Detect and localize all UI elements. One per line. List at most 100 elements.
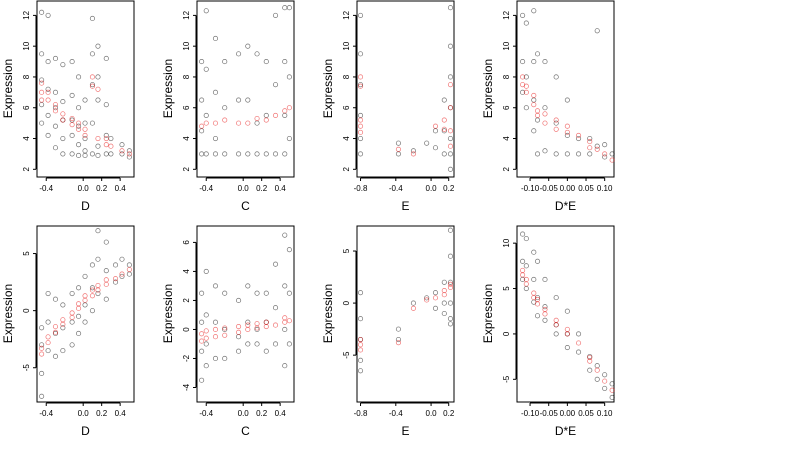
y-tick-label: 12 — [22, 10, 31, 19]
point-black-0-45 — [103, 55, 109, 62]
point-black-0-32 — [282, 363, 288, 369]
x-tick-label: -0.05 — [540, 409, 559, 418]
point-red-1-8 — [441, 117, 447, 123]
point-red-1-5 — [395, 146, 401, 152]
point-black-0-19 — [447, 135, 454, 142]
point-black-0-4 — [45, 290, 51, 297]
y-tick-label: 4 — [182, 269, 191, 274]
x-tick-label: 0.2 — [256, 184, 268, 193]
y-tick-label: 4 — [182, 136, 191, 141]
point-black-0-5 — [395, 326, 401, 332]
point-black-0-6 — [395, 336, 401, 343]
point-black-0-27 — [76, 123, 82, 129]
x-axis-label: D*E — [555, 424, 576, 438]
point-black-0-48 — [103, 151, 109, 157]
point-black-0-41 — [95, 74, 101, 80]
point-black-0-37 — [89, 82, 95, 88]
point-black-0-14 — [52, 145, 59, 151]
point-red-1-3 — [45, 334, 51, 340]
point-black-0-10 — [52, 55, 59, 62]
x-tick-label: -0.8 — [354, 184, 368, 193]
point-black-0-9 — [531, 128, 537, 134]
point-red-1-0 — [520, 74, 526, 80]
x-axis-label: E — [401, 199, 409, 213]
point-black-0-33 — [282, 151, 288, 157]
point-black-0-12 — [222, 59, 228, 65]
point-black-0-19 — [564, 97, 570, 103]
point-black-0-20 — [564, 132, 570, 138]
y-tick-label: -4 — [182, 383, 191, 391]
point-black-0-24 — [587, 135, 593, 142]
point-black-0-10 — [534, 295, 541, 301]
x-tick-label: -0.05 — [540, 184, 559, 193]
point-black-0-39 — [89, 151, 95, 157]
point-black-0-15 — [69, 342, 75, 348]
point-black-0-19 — [82, 273, 88, 279]
point-black-0-22 — [254, 120, 260, 126]
point-black-0-5 — [523, 105, 529, 111]
point-red-1-2 — [357, 129, 364, 135]
x-tick-label: -0.4 — [39, 184, 53, 193]
point-red-1-6 — [52, 108, 59, 114]
point-black-0-2 — [199, 128, 205, 134]
y-tick-label: 5 — [22, 251, 31, 256]
point-black-0-12 — [441, 97, 447, 103]
point-black-0-3 — [357, 357, 364, 363]
point-red-1-9 — [542, 120, 548, 126]
point-black-0-32 — [282, 112, 288, 118]
point-black-0-8 — [212, 35, 219, 42]
point-red-1-1 — [357, 123, 364, 129]
point-red-1-2 — [212, 120, 219, 126]
point-black-0-1 — [520, 59, 526, 65]
y-tick-label: 0 — [502, 331, 511, 336]
x-tick-label: 0.4 — [275, 409, 287, 418]
point-black-0-1 — [357, 51, 364, 57]
point-black-0-32 — [82, 135, 88, 142]
point-black-0-10 — [212, 135, 219, 142]
plot-frame — [36, 225, 135, 403]
point-black-0-8 — [212, 283, 219, 289]
x-axis-label: C — [241, 424, 250, 438]
x-tick-label: 0.0 — [78, 184, 90, 193]
x-tick-label: 0.2 — [443, 409, 455, 418]
point-red-1-13 — [82, 293, 88, 299]
point-red-1-13 — [564, 331, 570, 337]
point-red-1-16 — [89, 83, 95, 89]
point-black-0-35 — [126, 262, 132, 268]
x-tick-label: 0.00 — [560, 184, 576, 193]
panel-top-C: -0.4 0.0 0.2 0.4 2 4 6 8 10 12 C Expression — [161, 0, 295, 213]
point-red-1-8 — [60, 117, 66, 123]
point-black-0-20 — [254, 290, 260, 296]
point-red-1-4 — [531, 92, 537, 98]
point-black-0-43 — [95, 143, 101, 149]
point-red-1-9 — [542, 311, 548, 317]
y-tick-label: 4 — [502, 136, 511, 141]
point-black-0-11 — [534, 313, 541, 319]
plot-frame — [196, 0, 295, 178]
point-red-1-9 — [282, 108, 288, 114]
point-black-0-27 — [95, 290, 101, 297]
plot-frame — [516, 225, 615, 403]
point-red-1-3 — [45, 89, 51, 95]
point-black-0-19 — [60, 151, 66, 157]
point-black-0-1 — [520, 258, 526, 264]
point-black-0-24 — [587, 367, 593, 373]
point-black-0-21 — [576, 331, 582, 337]
point-black-0-24 — [263, 59, 269, 65]
point-red-1-3 — [357, 83, 364, 89]
x-tick-label: -0.8 — [354, 409, 368, 418]
point-black-0-54 — [126, 154, 132, 160]
point-red-1-0 — [199, 123, 205, 129]
y-tick-label: 10 — [502, 41, 511, 50]
point-black-0-5 — [45, 12, 51, 18]
point-black-0-6 — [203, 341, 209, 347]
point-black-0-4 — [357, 368, 364, 374]
x-axis-label: E — [401, 424, 409, 438]
point-black-0-3 — [199, 377, 205, 383]
point-black-0-8 — [45, 112, 51, 118]
point-red-1-2 — [39, 97, 45, 103]
panel-bottom-E: -0.8 -0.4 0.0 0.2 -5 0 5 E Expression — [321, 225, 455, 438]
point-black-0-0 — [199, 290, 205, 296]
x-tick-label: -0.10 — [521, 409, 540, 418]
